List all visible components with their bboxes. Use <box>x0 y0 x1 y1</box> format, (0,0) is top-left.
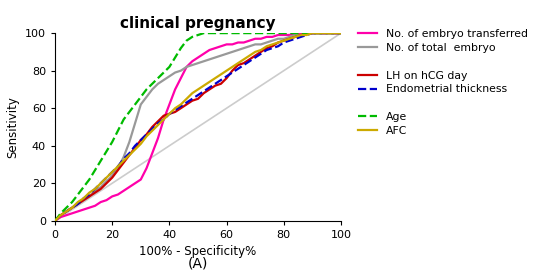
X-axis label: 100% - Specificity%: 100% - Specificity% <box>139 245 257 258</box>
Legend: No. of embryo transferred, No. of total  embryo, , LH on hCG day, Endometrial th: No. of embryo transferred, No. of total … <box>358 29 528 136</box>
Y-axis label: Sensitivity: Sensitivity <box>7 96 19 158</box>
Title: clinical pregnancy: clinical pregnancy <box>120 15 276 31</box>
Text: (A): (A) <box>188 256 208 270</box>
